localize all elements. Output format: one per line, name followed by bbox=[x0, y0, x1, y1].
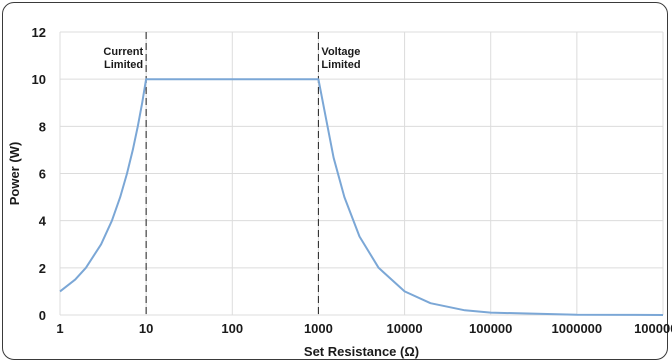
y-tick-label: 10 bbox=[32, 72, 46, 87]
power-series-line bbox=[59, 78, 664, 316]
x-tick-label: 100 bbox=[221, 321, 243, 336]
x-tick-label: 1000 bbox=[304, 321, 333, 336]
annotation-label: Limited bbox=[104, 59, 143, 71]
y-tick-label: 4 bbox=[39, 214, 47, 229]
y-tick-label: 6 bbox=[39, 167, 46, 182]
annotation-label: Current bbox=[103, 46, 143, 58]
y-axis-title: Power (W) bbox=[7, 142, 22, 206]
x-tick-labels: 1 10 100 1000 10000 100000 1000000 10000000 bbox=[56, 321, 672, 336]
y-tick-label: 12 bbox=[32, 25, 46, 40]
x-tick-label: 1000000 bbox=[552, 321, 603, 336]
x-tick-label: 10000 bbox=[386, 321, 422, 336]
chart-frame bbox=[2, 2, 668, 360]
y-tick-labels: 0 2 4 6 8 10 12 bbox=[32, 25, 47, 323]
x-tick-label: 10 bbox=[139, 321, 153, 336]
y-tick-label: 0 bbox=[39, 308, 46, 323]
annotation-label: Limited bbox=[321, 59, 360, 71]
x-tick-label: 10000000 bbox=[634, 321, 672, 336]
x-tick-label: 1 bbox=[56, 321, 63, 336]
series-layer bbox=[59, 78, 664, 316]
y-tick-label: 2 bbox=[39, 261, 46, 276]
annotation-label: Voltage bbox=[321, 46, 360, 58]
y-tick-label: 8 bbox=[39, 119, 46, 134]
gridlines bbox=[59, 31, 664, 316]
x-axis-title: Set Resistance (Ω) bbox=[304, 344, 419, 359]
x-tick-label: 100000 bbox=[469, 321, 512, 336]
